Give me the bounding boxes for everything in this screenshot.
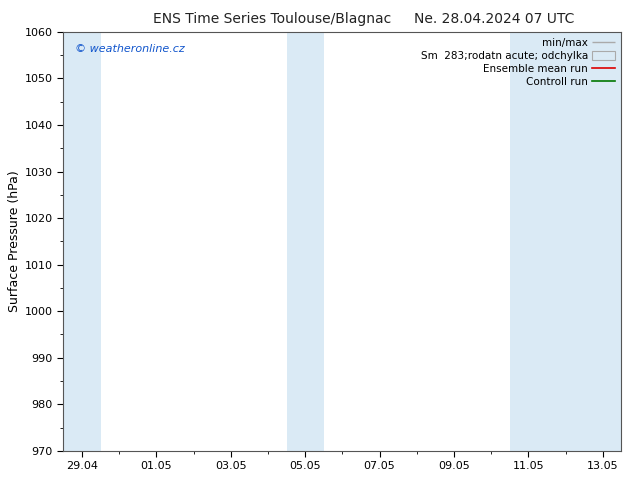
Bar — [510, 32, 621, 451]
Text: ENS Time Series Toulouse/Blagnac: ENS Time Series Toulouse/Blagnac — [153, 12, 392, 26]
Text: Ne. 28.04.2024 07 UTC: Ne. 28.04.2024 07 UTC — [415, 12, 574, 26]
Y-axis label: Surface Pressure (hPa): Surface Pressure (hPa) — [8, 171, 21, 312]
Text: © weatheronline.cz: © weatheronline.cz — [75, 45, 184, 54]
Bar — [287, 32, 324, 451]
Bar — [63, 32, 101, 451]
Legend: min/max, Sm  283;rodatn acute; odchylka, Ensemble mean run, Controll run: min/max, Sm 283;rodatn acute; odchylka, … — [417, 34, 619, 91]
